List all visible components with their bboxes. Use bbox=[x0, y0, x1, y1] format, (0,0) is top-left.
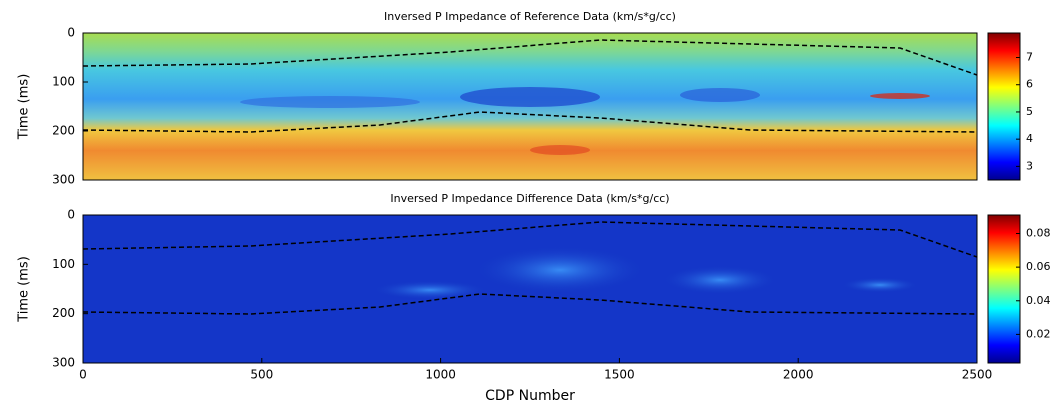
plot-frame bbox=[82, 214, 978, 364]
y-tick-label: 200 bbox=[52, 124, 75, 138]
y-tick-label: 200 bbox=[52, 306, 75, 320]
difference-image bbox=[82, 215, 978, 363]
panel-title: Inversed P Impedance Difference Data (km… bbox=[390, 192, 669, 205]
x-tick-label: 2500 bbox=[962, 368, 993, 382]
y-tick-label: 0 bbox=[67, 208, 75, 222]
colorbar bbox=[987, 32, 1021, 181]
x-tick-label: 2000 bbox=[783, 368, 814, 382]
y-tick-label: 300 bbox=[52, 173, 75, 187]
x-axis-label: CDP Number bbox=[485, 388, 575, 404]
colorbar-tick-label: 7 bbox=[1026, 51, 1033, 64]
colorbar-tick-label: 3 bbox=[1026, 159, 1033, 172]
x-tick-label: 0 bbox=[79, 368, 87, 382]
colorbar-tick-label: 0.04 bbox=[1026, 294, 1051, 307]
colorbar-tick-label: 4 bbox=[1026, 132, 1033, 145]
colorbar-tick-label: 5 bbox=[1026, 105, 1033, 118]
colorbar-tick-label: 6 bbox=[1026, 78, 1033, 91]
y-axis-label: Time (ms) bbox=[17, 256, 32, 323]
y-tick-label: 0 bbox=[67, 26, 75, 40]
colorbar-tick-label: 0.06 bbox=[1026, 260, 1051, 273]
x-tick-label: 500 bbox=[250, 368, 273, 382]
y-tick-label: 100 bbox=[52, 257, 75, 271]
plot-frame bbox=[82, 32, 978, 181]
colorbar-tick-label: 0.08 bbox=[1026, 227, 1051, 240]
y-axis-label: Time (ms) bbox=[17, 74, 32, 141]
y-tick-label: 300 bbox=[52, 356, 75, 370]
x-tick-label: 1000 bbox=[425, 368, 456, 382]
y-tick-label: 100 bbox=[52, 75, 75, 89]
panel-title: Inversed P Impedance of Reference Data (… bbox=[384, 10, 676, 23]
reference-image bbox=[82, 33, 978, 180]
colorbar bbox=[987, 214, 1021, 364]
x-tick-label: 1500 bbox=[604, 368, 635, 382]
colorbar-tick-label: 0.02 bbox=[1026, 327, 1051, 340]
